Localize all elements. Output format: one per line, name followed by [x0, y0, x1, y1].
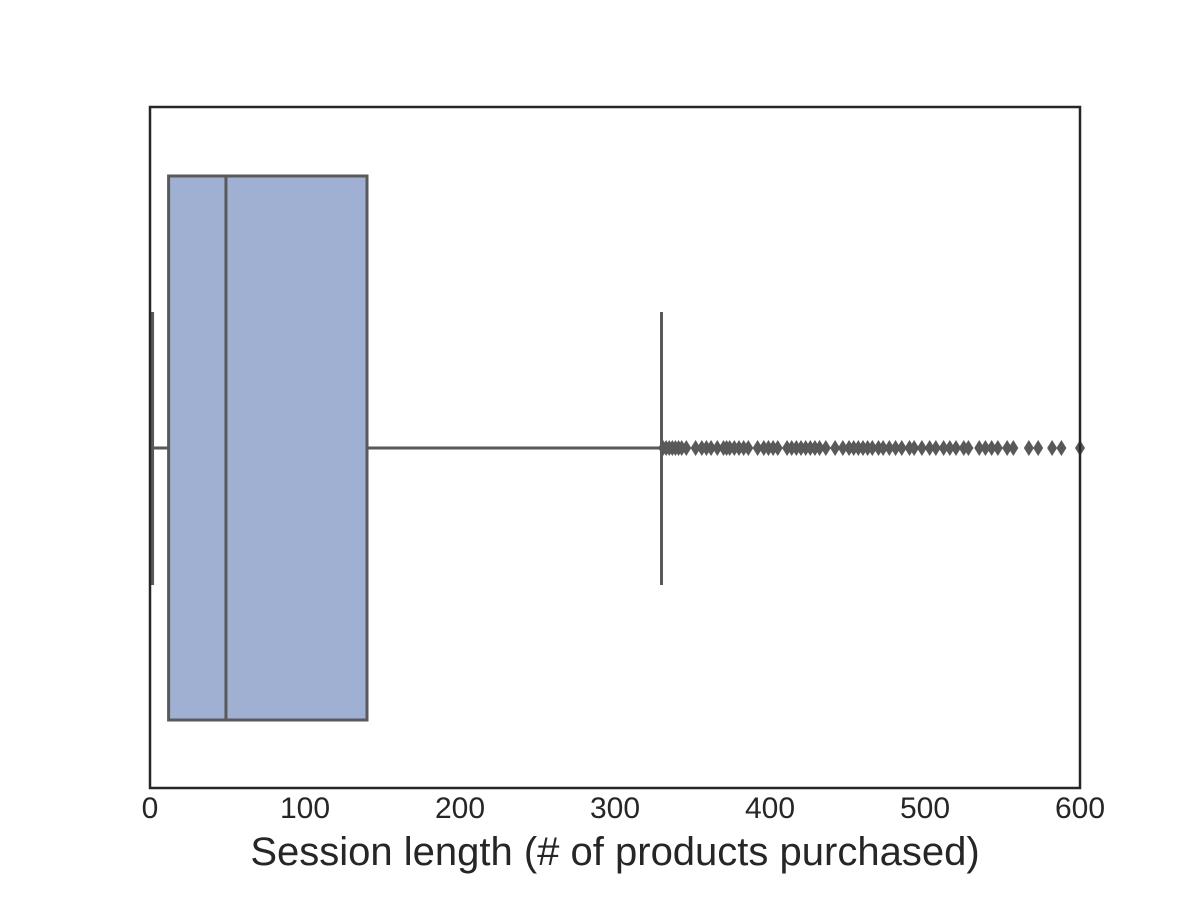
outlier-point [930, 440, 941, 456]
outlier-point [896, 440, 907, 456]
x-axis-label: Session length (# of products purchased) [250, 830, 979, 874]
outlier-point [974, 440, 985, 456]
outlier-point [924, 440, 935, 456]
outlier-point [690, 440, 701, 456]
outlier-point [820, 440, 831, 456]
outlier-point [712, 440, 723, 456]
outlier-point [1023, 440, 1034, 456]
outlier-point [1056, 440, 1067, 456]
outlier-point [951, 440, 961, 456]
outlier-point [1033, 440, 1044, 456]
x-axis-ticks: 0 100 200 300 400 500 600 [142, 792, 1105, 825]
outlier-point [814, 440, 825, 456]
x-tick-label: 200 [435, 792, 485, 825]
outlier-point [986, 440, 997, 456]
outlier-point [909, 440, 920, 456]
x-tick-label: 0 [142, 792, 159, 825]
outlier-point [837, 440, 848, 456]
outlier-point [916, 440, 927, 456]
outlier-point [878, 440, 889, 456]
x-tick-label: 100 [280, 792, 330, 825]
iqr-box [167, 174, 369, 722]
outlier-point [980, 440, 991, 456]
outlier-point [938, 440, 949, 456]
outlier-point [963, 440, 974, 456]
x-tick-label: 300 [590, 792, 640, 825]
plot-area [148, 105, 1085, 790]
plot-frame [148, 105, 1082, 790]
outlier-point [830, 440, 841, 456]
x-tick-label: 600 [1055, 792, 1105, 825]
outlier-point [890, 440, 901, 456]
outlier-point [772, 440, 783, 456]
outlier-point [743, 440, 754, 456]
x-tick-label: 400 [745, 792, 795, 825]
outlier-point [706, 440, 717, 456]
outlier-point [1047, 440, 1058, 456]
outlier-point [1008, 440, 1019, 456]
outlier-point [992, 440, 1003, 456]
outlier-point [867, 440, 878, 456]
outlier-point [944, 440, 955, 456]
outlier-point [884, 440, 895, 456]
outlier-point [681, 440, 692, 456]
outlier-point [752, 440, 763, 456]
x-tick-label: 500 [900, 792, 950, 825]
outlier-point [1002, 440, 1013, 456]
